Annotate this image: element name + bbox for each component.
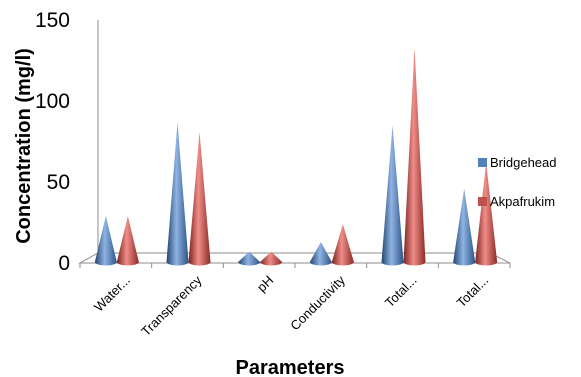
cone-akpafrukim-5 bbox=[403, 47, 426, 266]
cone-bridgehead-6 bbox=[453, 188, 476, 266]
cone-body bbox=[475, 162, 498, 266]
cone-body bbox=[331, 224, 354, 266]
cone-akpafrukim-3 bbox=[260, 251, 283, 266]
cone-series bbox=[94, 47, 498, 266]
cone-body bbox=[188, 131, 211, 266]
category-label: Total... bbox=[454, 273, 492, 311]
cone-body bbox=[381, 125, 404, 266]
category-label: pH bbox=[254, 273, 276, 295]
category-label: Water... bbox=[91, 273, 133, 315]
category-label: Total... bbox=[382, 273, 420, 311]
cone-body bbox=[453, 188, 476, 266]
y-axis-ticks: 0 50 100 150 bbox=[35, 9, 70, 275]
legend-label-akpafrukim: Akpafrukim bbox=[490, 194, 555, 209]
cone-body bbox=[166, 122, 189, 266]
cone-body bbox=[238, 251, 261, 266]
cone-bridgehead-1 bbox=[94, 216, 117, 266]
cone-akpafrukim-4 bbox=[331, 224, 354, 266]
cone-body bbox=[403, 47, 426, 266]
cone-akpafrukim-6 bbox=[475, 162, 498, 266]
legend: Bridgehead Akpafrukim bbox=[478, 155, 557, 209]
cone-bridgehead-4 bbox=[309, 241, 332, 266]
cone-akpafrukim-1 bbox=[116, 216, 139, 266]
cone-bridgehead-5 bbox=[381, 125, 404, 266]
cone-body bbox=[94, 216, 117, 266]
legend-swatch-bridgehead bbox=[478, 158, 487, 167]
category-label: Conductivity bbox=[287, 272, 348, 333]
cone-bridgehead-2 bbox=[166, 122, 189, 266]
floor-plane bbox=[78, 252, 511, 264]
cone-akpafrukim-2 bbox=[188, 131, 211, 266]
chart-floor bbox=[78, 20, 511, 264]
y-tick-label: 0 bbox=[58, 252, 70, 275]
cone-body bbox=[309, 241, 332, 266]
x-axis-tick-marks bbox=[79, 263, 511, 268]
category-labels: Water... Transparency pH Conductivity Total.… bbox=[91, 272, 491, 339]
legend-label-bridgehead: Bridgehead bbox=[490, 155, 557, 170]
y-tick-label: 150 bbox=[35, 9, 70, 32]
legend-swatch-akpafrukim bbox=[478, 197, 487, 206]
category-label: Transparency bbox=[138, 272, 205, 339]
x-axis-title: Parameters bbox=[236, 357, 345, 377]
cone-bridgehead-3 bbox=[238, 251, 261, 266]
y-tick-label: 100 bbox=[35, 90, 70, 113]
y-axis-title: Concentration (mg/l) bbox=[13, 48, 35, 244]
y-tick-label: 50 bbox=[47, 171, 70, 194]
cone-body bbox=[260, 251, 283, 266]
cone-body bbox=[116, 216, 139, 266]
